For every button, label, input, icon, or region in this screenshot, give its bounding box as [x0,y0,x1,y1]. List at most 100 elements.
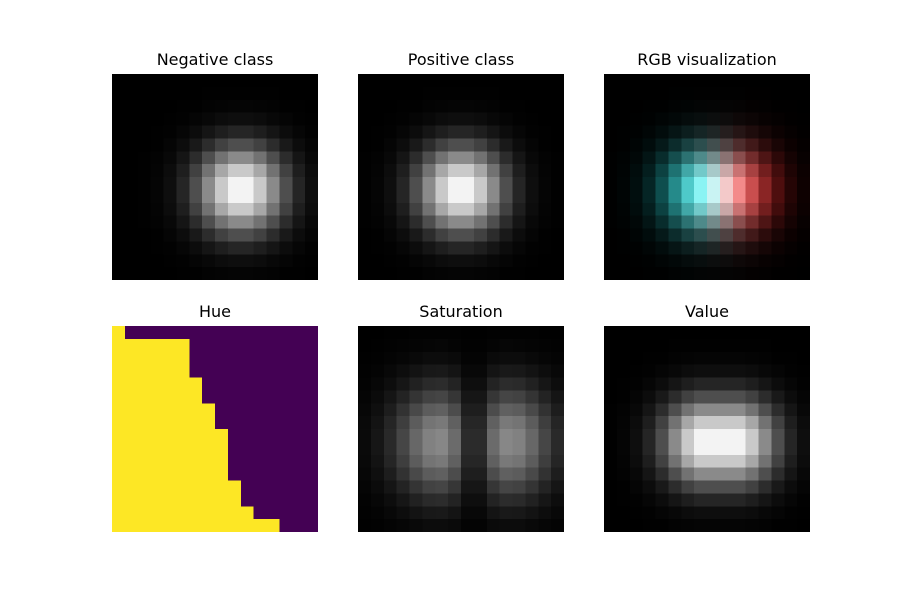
panel-title-negative: Negative class [156,50,274,69]
hue-cell [189,519,203,532]
saturation-cell [448,403,462,417]
positive-cell [370,241,385,255]
saturation-cell [396,493,410,507]
rgb-cell [668,267,682,280]
positive-cell [551,151,564,165]
negative-cell [240,125,254,139]
positive-cell [486,151,500,165]
saturation-cell [422,506,436,520]
value-cell [642,403,656,417]
positive-cell [370,177,385,191]
saturation-cell [512,390,526,404]
rgb-cell [616,99,631,113]
value-cell [745,506,759,520]
saturation-cell [551,519,564,532]
saturation-cell [370,326,385,340]
positive-cell [422,267,436,280]
value-cell [681,390,695,404]
negative-cell [227,125,242,139]
negative-cell [150,177,164,191]
positive-cell [486,189,500,204]
negative-cell [202,164,216,178]
negative-cell [215,215,229,229]
hue-cell [292,480,306,494]
saturation-cell [409,519,423,532]
negative-cell [305,241,318,255]
value-cell [719,338,734,353]
rgb-cell [681,138,695,152]
saturation-cell [473,441,488,456]
saturation-cell [358,377,372,391]
saturation-cell [499,403,513,417]
positive-cell [358,74,372,88]
saturation-cell [473,454,488,468]
hue-cell [266,326,280,340]
saturation-cell [551,326,564,340]
positive-cell [499,228,513,242]
hue-cell [202,390,216,404]
value-cell [758,403,772,417]
hue-cell [150,377,164,391]
saturation-cell [448,377,462,391]
positive-cell [499,99,513,113]
hue-cell [240,467,254,481]
rgb-cell [604,125,618,139]
value-cell [668,454,682,468]
negative-cell [112,86,126,101]
positive-cell [448,177,462,191]
hue-cell [137,493,151,507]
value-cell [784,429,798,443]
hue-cell [163,338,177,353]
value-cell [668,441,682,456]
rgb-cell [668,254,682,268]
value-cell [655,441,669,456]
hue-cell [124,480,139,494]
value-cell [745,441,759,456]
positive-cell [435,151,449,165]
saturation-cell [512,326,526,340]
rgb-cell [797,267,810,280]
hue-cell [163,467,177,481]
negative-cell [279,189,293,204]
positive-cell [499,267,513,280]
value-cell [771,416,785,430]
value-cell [797,338,810,353]
positive-cell [409,228,423,242]
rgb-cell [694,112,708,126]
panel-title-value: Value [685,302,729,321]
negative-cell [240,151,254,165]
negative-cell [227,138,242,152]
positive-cell [473,228,488,242]
value-cell [784,480,798,494]
saturation-cell [461,467,475,481]
hue-cell [227,519,242,532]
value-cell [604,377,618,391]
hue-cell [266,390,280,404]
hue-cell [305,454,318,468]
positive-cell [486,99,500,113]
rgb-cell [771,125,785,139]
saturation-cell [422,390,436,404]
negative-cell [266,267,280,280]
hue-cell [189,506,203,520]
rgb-cell [616,125,631,139]
value-cell [732,403,746,417]
value-cell [616,351,631,365]
saturation-cell [512,506,526,520]
hue-cell [266,377,280,391]
hue-cell [150,390,164,404]
hue-cell [279,467,293,481]
saturation-cell [370,519,385,532]
hue-cell [137,416,151,430]
negative-cell [292,189,306,204]
hue-cell [240,377,254,391]
rgb-cell [745,125,759,139]
hue-cell [292,390,306,404]
positive-cell [551,125,564,139]
hue-cell [227,493,242,507]
negative-cell [176,74,190,88]
saturation-cell [435,506,449,520]
rgb-cell [604,215,618,229]
hue-cell [112,519,126,532]
